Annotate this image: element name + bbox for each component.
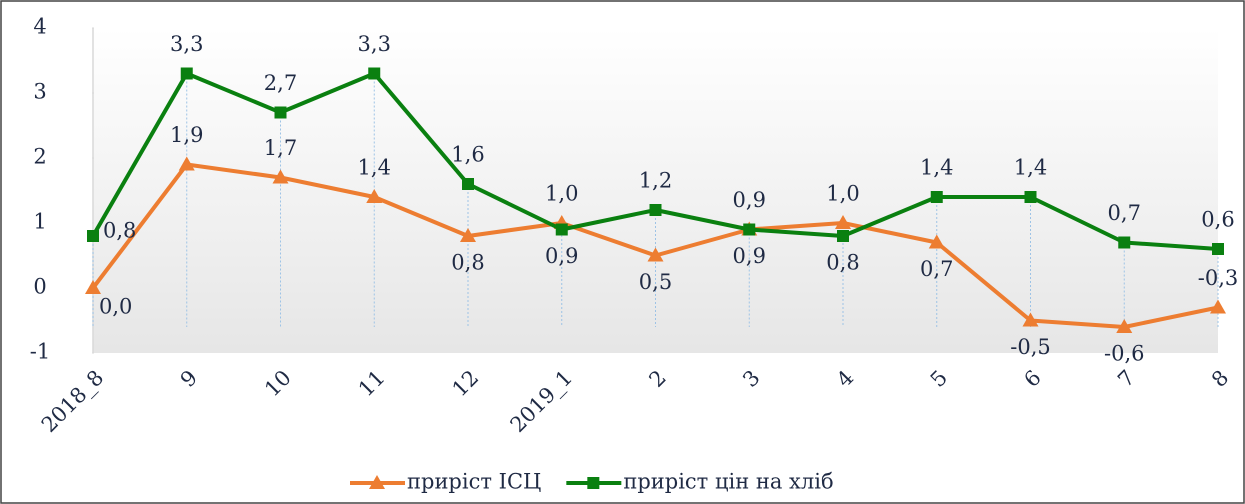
marker <box>85 280 101 294</box>
data-label: 1,0 <box>545 182 578 206</box>
marker <box>743 223 756 236</box>
marker <box>1116 319 1133 333</box>
data-label: 0,8 <box>451 251 484 275</box>
data-label: 3,3 <box>170 32 203 56</box>
y-tick-label: 2 <box>33 145 46 169</box>
marker <box>274 106 287 119</box>
data-label: 0,7 <box>920 257 953 281</box>
data-label: 1,4 <box>1014 156 1047 180</box>
data-label: -0,5 <box>1010 335 1051 359</box>
data-label: 3,3 <box>358 32 391 56</box>
marker <box>928 234 945 249</box>
marker <box>1118 236 1131 249</box>
data-label: 0,7 <box>1108 201 1141 225</box>
marker <box>555 223 568 236</box>
marker <box>835 215 851 229</box>
series <box>87 67 1224 255</box>
data-label: 0,0 <box>99 295 132 319</box>
legend-label: приріст ІСЦ <box>407 470 541 494</box>
marker <box>1210 299 1226 314</box>
marker <box>180 67 193 80</box>
marker <box>460 228 476 242</box>
y-tick-label: 3 <box>33 80 46 104</box>
marker <box>647 247 664 262</box>
data-label: 1,4 <box>920 156 953 180</box>
data-label: 0,9 <box>733 244 766 268</box>
legend-marker <box>587 477 600 489</box>
marker <box>649 204 662 216</box>
series <box>85 156 1226 333</box>
data-label: 1,4 <box>358 156 391 180</box>
data-label: 0,9 <box>545 244 578 268</box>
y-tick-label: -1 <box>30 340 50 364</box>
marker <box>837 230 849 242</box>
data-label: 1,2 <box>639 169 672 193</box>
data-label: 0,9 <box>733 188 766 212</box>
marker <box>87 230 99 242</box>
y-tick-label: 1 <box>33 210 46 234</box>
data-label: -0,3 <box>1198 266 1239 290</box>
marker <box>1022 312 1039 327</box>
marker <box>368 67 381 80</box>
data-label: 1,6 <box>451 143 484 167</box>
y-tick-label: 0 <box>33 275 46 299</box>
data-label: 0,5 <box>639 270 672 294</box>
data-label: 0,6 <box>1201 208 1234 232</box>
marker <box>462 178 474 190</box>
data-label: 1,0 <box>826 182 859 206</box>
marker <box>1212 243 1224 255</box>
marker <box>178 156 195 171</box>
data-label: 1,9 <box>170 123 203 147</box>
y-tick-label: 4 <box>33 15 46 39</box>
marker <box>366 189 383 203</box>
marker <box>930 191 943 203</box>
legend-label: приріст цін на хліб <box>623 470 833 494</box>
marker <box>1024 191 1037 203</box>
data-label: 1,7 <box>264 136 297 160</box>
data-label: 0,8 <box>826 251 859 275</box>
data-label: 0,8 <box>103 219 136 243</box>
data-label: 2,7 <box>264 71 297 95</box>
data-label: -0,6 <box>1104 342 1145 366</box>
marker <box>272 169 289 184</box>
legend-marker <box>369 475 385 489</box>
